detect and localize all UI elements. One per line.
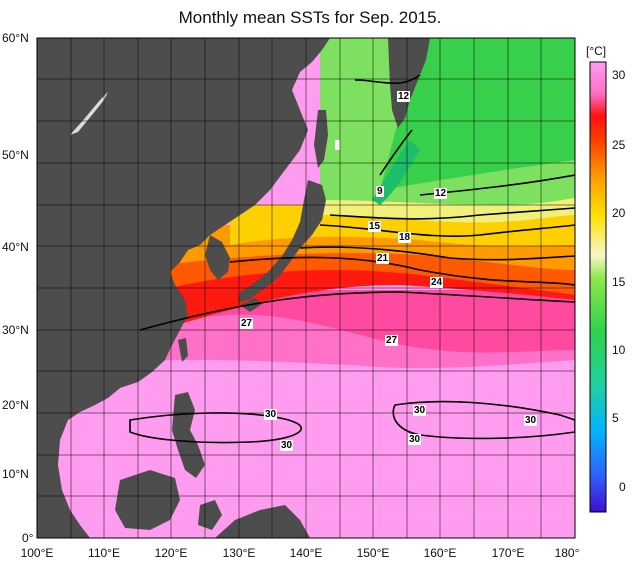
- contour-27-line: [139, 291, 575, 331]
- lon-label: 110°E: [88, 546, 120, 560]
- colorbar: [589, 61, 607, 513]
- sst-band-24: [160, 250, 575, 295]
- colorbar-tick: 25: [612, 138, 626, 152]
- lon-label: 170°E: [491, 546, 525, 560]
- sakhalin: [314, 110, 328, 168]
- okhotsk-ice: [335, 140, 340, 150]
- colorbar-tick: 15: [612, 275, 626, 289]
- lat-label: 0°: [22, 531, 34, 545]
- kamchatka: [388, 38, 430, 128]
- contour-24-line: [229, 256, 575, 286]
- colorbar-tick: 10: [612, 343, 626, 357]
- grid: [37, 38, 575, 538]
- sst-cold-tongue: [372, 140, 420, 205]
- colorbar-tick: 20: [612, 206, 626, 220]
- lat-label: 20°N: [2, 398, 29, 412]
- contour-9-line: [379, 129, 413, 176]
- lat-label: 50°N: [2, 148, 29, 162]
- contour-30-east: [392, 400, 575, 440]
- lat-label: 60°N: [2, 31, 29, 45]
- japan: [238, 180, 326, 302]
- lon-label: 100°E: [20, 546, 54, 560]
- contour-label: 27: [240, 318, 254, 329]
- contour-label: 27: [385, 335, 399, 346]
- lon-label: 150°E: [356, 546, 390, 560]
- lat-label: 30°N: [2, 323, 29, 337]
- contour-21-line: [299, 246, 575, 261]
- contour-label: 15: [368, 221, 382, 232]
- contour-label: 30: [280, 440, 294, 451]
- lake-baikal: [70, 92, 108, 135]
- colorbar-tick: 0: [619, 480, 626, 494]
- contour-12-north-line: [354, 74, 421, 85]
- contour-label: 30: [413, 405, 427, 416]
- lat-label: 10°N: [2, 467, 29, 481]
- lon-label: 130°E: [222, 546, 256, 560]
- sulawesi: [198, 500, 222, 530]
- contour-label: 24: [430, 277, 444, 288]
- lon-label: 120°E: [154, 546, 188, 560]
- contour-label: 9: [376, 186, 384, 197]
- contour-label: 21: [376, 253, 390, 264]
- contour-label: 18: [398, 232, 412, 243]
- lon-label: 180°: [554, 546, 580, 560]
- lat-label: 40°N: [2, 240, 29, 254]
- contour-label: 30: [264, 409, 278, 420]
- taiwan: [178, 338, 188, 362]
- colorbar-tick: 30: [612, 68, 626, 82]
- map-title: Monthly mean SSTs for Sep. 2015.: [178, 8, 442, 27]
- colorbar-unit: [°C]: [586, 44, 607, 58]
- contour-15-line: [329, 207, 575, 220]
- sst-band-11: [380, 38, 575, 190]
- contour-label: 30: [524, 415, 538, 426]
- contour-label: 12: [434, 188, 448, 199]
- colorbar-tick: 5: [612, 411, 619, 425]
- contour-label: 30: [408, 434, 422, 445]
- lon-label: 140°E: [289, 546, 323, 560]
- lon-label: 160°E: [423, 546, 457, 560]
- contour-label: 12: [397, 91, 411, 102]
- borneo: [115, 470, 180, 530]
- map-frame: [36, 37, 576, 539]
